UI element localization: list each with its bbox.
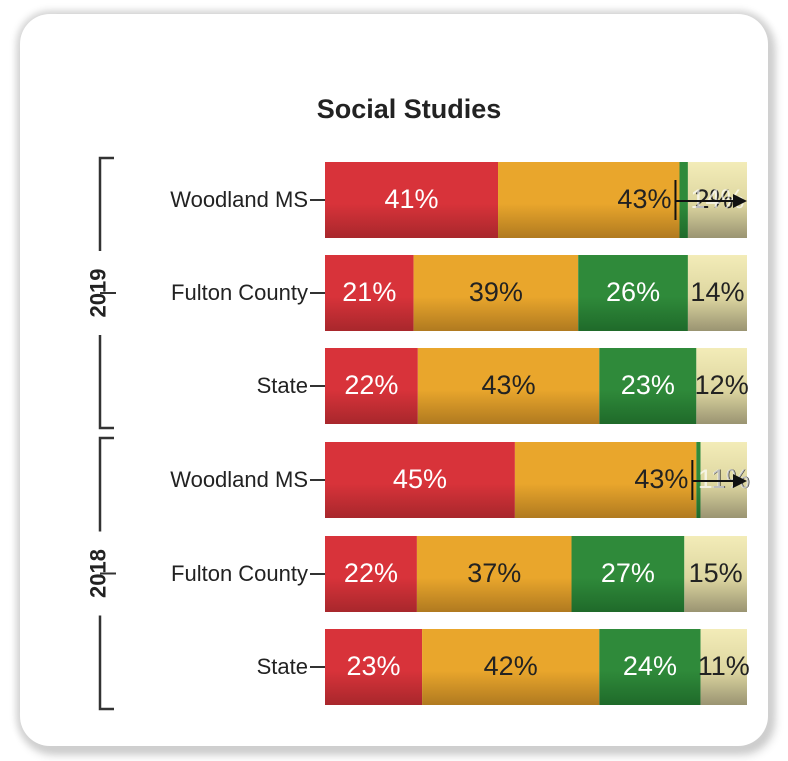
category-label: Fulton County: [171, 280, 308, 305]
data-label: 11%: [698, 651, 750, 681]
data-label: 23%: [347, 651, 401, 681]
data-label: 27%: [601, 558, 655, 588]
data-label: 15%: [689, 558, 743, 588]
data-label: 22%: [344, 370, 398, 400]
category-label: Woodland MS: [170, 187, 308, 212]
category-label: Woodland MS: [170, 467, 308, 492]
category-label: Fulton County: [171, 561, 308, 586]
data-label: 21%: [342, 277, 396, 307]
category-label: State: [257, 373, 308, 398]
data-label: 43%: [482, 370, 536, 400]
data-label: 41%: [384, 184, 438, 214]
group-label: 2018: [86, 549, 111, 598]
data-label: 43%: [617, 184, 671, 214]
data-label: 26%: [606, 277, 660, 307]
data-label: 45%: [393, 464, 447, 494]
data-label: 22%: [344, 558, 398, 588]
data-label: 39%: [469, 277, 523, 307]
data-label: 42%: [484, 651, 538, 681]
data-label: 23%: [621, 370, 675, 400]
chart-card: Social Studies 2019 Woodland MS 41% 43% 2% 14…: [20, 14, 768, 746]
data-label: 37%: [467, 558, 521, 588]
data-label: 12%: [695, 370, 749, 400]
data-label: 43%: [634, 464, 688, 494]
group-label: 2019: [86, 269, 111, 318]
chart-title: Social Studies: [317, 94, 502, 124]
data-label: 14%: [690, 277, 744, 307]
category-label: State: [257, 654, 308, 679]
data-label: 24%: [623, 651, 677, 681]
